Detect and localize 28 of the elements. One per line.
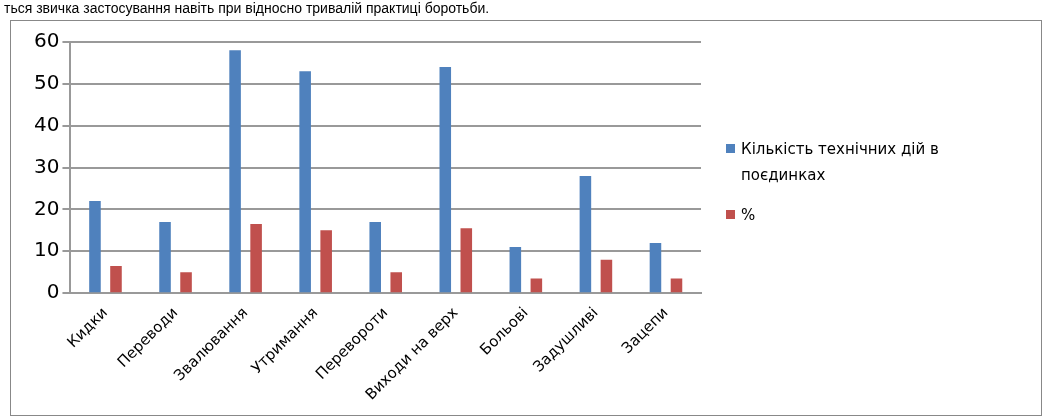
bar xyxy=(460,228,473,293)
bar xyxy=(649,242,662,293)
bar xyxy=(250,224,262,293)
bar xyxy=(530,278,543,293)
bar xyxy=(579,175,592,293)
bar xyxy=(320,230,332,293)
bar xyxy=(299,71,311,293)
y-tick-label: 20 xyxy=(34,195,60,220)
y-tick-label: 50 xyxy=(34,70,60,95)
bar xyxy=(369,221,381,293)
y-tick-label: 60 xyxy=(34,28,60,53)
bar xyxy=(509,247,522,293)
bar xyxy=(159,221,171,293)
bar xyxy=(600,259,613,293)
y-tick-label: 40 xyxy=(34,111,60,136)
legend-label: % xyxy=(741,205,756,226)
legend-label: Кількість технічних дій в поєдинках xyxy=(741,139,940,186)
bar xyxy=(390,272,403,293)
bar xyxy=(439,67,452,293)
text: ться звичка застосування навіть при відносно тривалій практиці боротьби. xyxy=(4,0,490,16)
bar xyxy=(229,50,241,293)
bar xyxy=(670,278,683,293)
bar xyxy=(89,201,101,293)
bar xyxy=(180,272,192,293)
bar xyxy=(110,265,122,293)
y-tick-label: 30 xyxy=(34,153,60,178)
y-tick-label: 10 xyxy=(34,237,60,262)
y-tick-label: 0 xyxy=(46,279,60,304)
